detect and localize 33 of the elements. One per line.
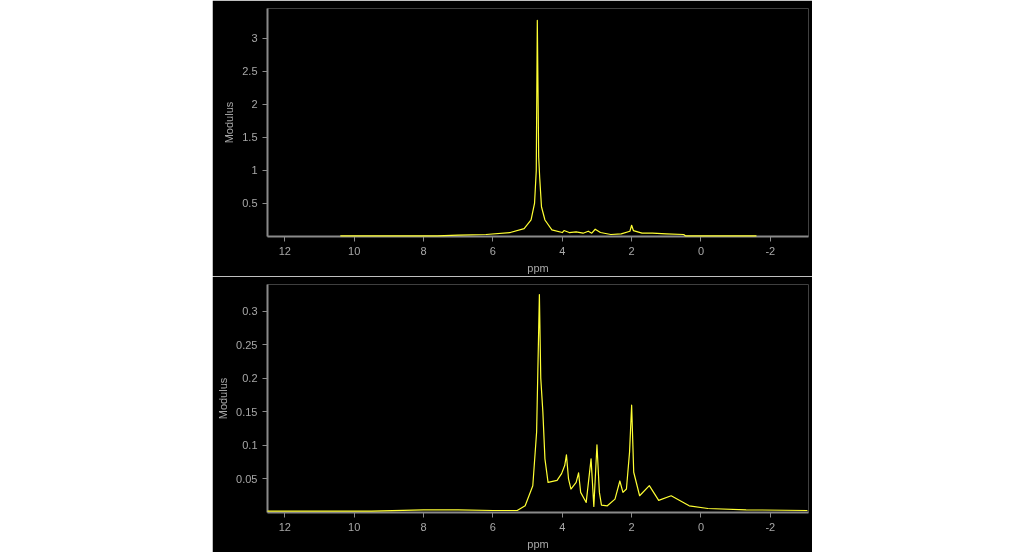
- x-axis-title: ppm: [527, 261, 549, 274]
- y-tick-label: 0.5: [242, 197, 258, 210]
- y-tick-label: 3: [251, 32, 258, 45]
- y-axis-title: Modulus: [223, 101, 236, 144]
- y-tick-label: 1.5: [242, 131, 258, 144]
- y-tick-label: 0.15: [236, 405, 258, 418]
- x-tick-label: 2: [628, 520, 635, 533]
- x-tick-label: 0: [697, 244, 705, 257]
- y-tick-label: 2: [251, 98, 258, 111]
- x-tick-label: 2: [628, 244, 635, 257]
- x-tick-label: 6: [489, 520, 496, 533]
- x-tick-label: 4: [559, 244, 566, 257]
- x-tick-label: -2: [765, 244, 776, 257]
- x-tick-label: 8: [420, 520, 427, 533]
- y-tick-label: 0.2: [242, 372, 258, 385]
- x-axis-title: ppm: [527, 537, 549, 550]
- y-axis-title: Modulus: [217, 377, 230, 420]
- y-tick-label: 1: [251, 164, 258, 177]
- y-tick-label: 0.05: [236, 472, 258, 485]
- x-tick-label: 4: [559, 520, 566, 533]
- y-tick-label: 0.25: [236, 338, 258, 351]
- y-tick-label: 0.1: [242, 439, 258, 452]
- line-series: [339, 19, 758, 237]
- x-tick-label: 12: [278, 520, 291, 533]
- x-tick-label: 0: [697, 520, 705, 533]
- x-tick-label: 12: [278, 244, 291, 257]
- y-tick-label: 2.5: [242, 65, 258, 78]
- x-tick-label: 10: [348, 244, 361, 257]
- x-tick-label: 8: [420, 244, 427, 257]
- x-tick-label: -2: [765, 520, 776, 533]
- y-tick-label: 0.3: [242, 305, 258, 318]
- x-tick-label: 6: [489, 244, 496, 257]
- x-tick-label: 10: [348, 520, 361, 533]
